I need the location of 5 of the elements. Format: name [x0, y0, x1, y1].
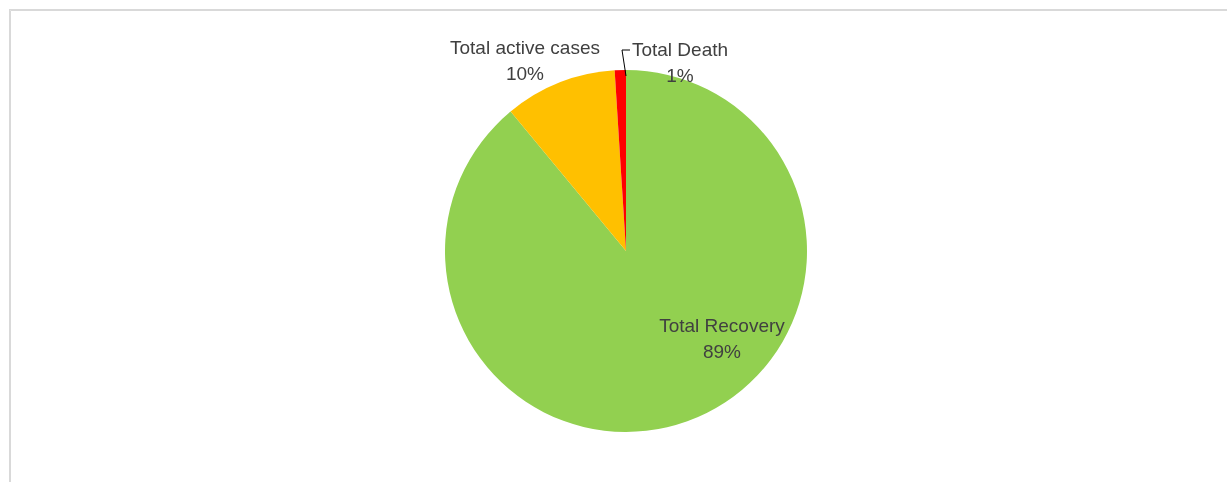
data-label: 89% [702, 341, 742, 362]
slice-label: Total Recovery [659, 315, 786, 336]
data-label: 10% [505, 63, 545, 84]
slice-label: Total Death [631, 39, 729, 60]
slice-label: Total active cases [450, 37, 600, 58]
